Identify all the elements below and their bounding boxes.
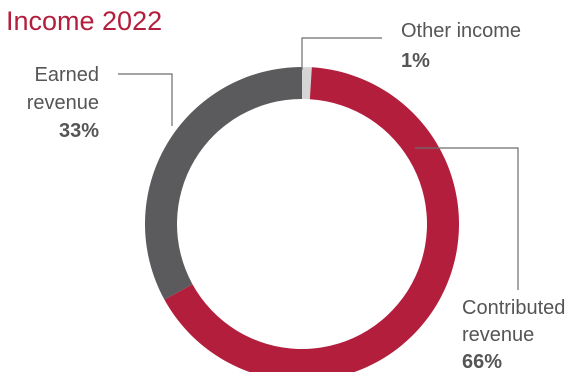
slice-label-other-income: Other income: [401, 20, 521, 42]
slice-label-contributed-revenue-line2: revenue: [462, 324, 534, 346]
slice-percent-contributed-revenue: 66%: [462, 351, 502, 372]
chart-title: Income 2022: [6, 6, 162, 36]
slice-other-income: [302, 67, 312, 100]
leader-line-other-income: [301, 37, 382, 70]
slice-percent-earned-revenue: 33%: [59, 120, 99, 142]
leader-line-earned-revenue: [118, 73, 173, 126]
leader-line-contributed-revenue: [415, 147, 519, 290]
slice-label-earned-revenue-line2: revenue: [27, 92, 99, 114]
slice-earned-revenue: [145, 67, 302, 300]
donut-slices: [145, 67, 459, 372]
slice-label-contributed-revenue-line1: Contributed: [462, 297, 565, 319]
slice-label-earned-revenue-line1: Earned: [35, 64, 100, 86]
slice-percent-other-income: 1%: [401, 50, 430, 72]
